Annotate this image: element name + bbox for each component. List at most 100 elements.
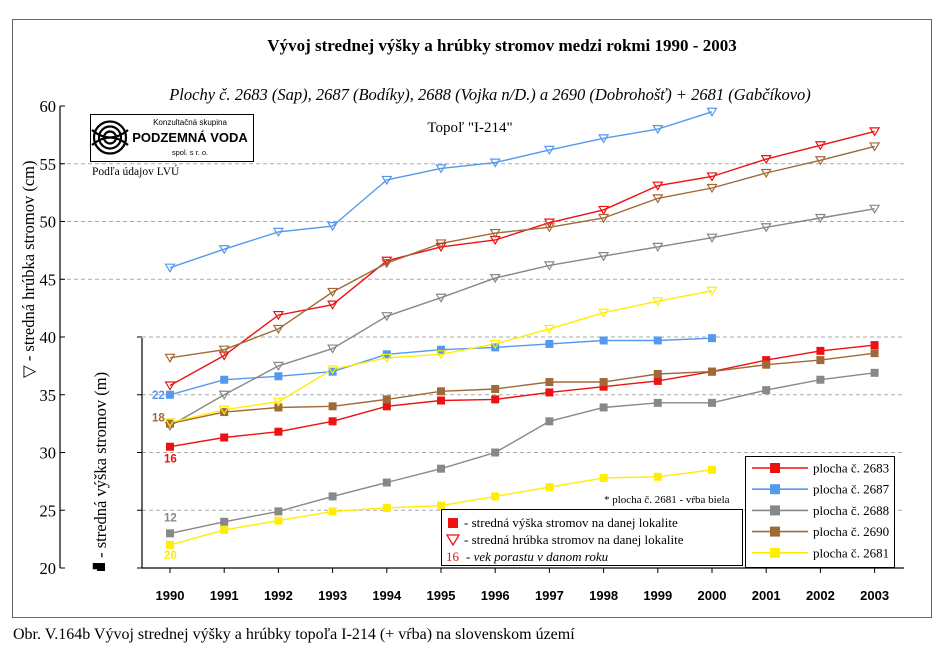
series-2683-height-point-1991 xyxy=(220,433,229,442)
series-2683-height-point-1996 xyxy=(491,395,500,404)
series-2681-diameter-point-1990 xyxy=(164,418,176,428)
y-tick-label-30: 30 xyxy=(40,444,57,463)
age-label-2688: 12 xyxy=(164,512,177,524)
x-tick-label-1995: 1995 xyxy=(427,588,456,603)
series-2683-diameter-point-2002 xyxy=(814,141,826,151)
series-2690-diameter-point-1998 xyxy=(598,213,610,224)
series-2687-height-point-2000 xyxy=(708,334,716,343)
series-2687-diameter-point-1992 xyxy=(272,227,284,238)
series-2687-height-point-1992 xyxy=(274,372,283,381)
series-2681-height-point-1994 xyxy=(382,503,391,512)
series-2688-diameter-point-1999 xyxy=(652,242,664,253)
series-2683-diameter-point-1997 xyxy=(543,218,555,228)
legend-square-icon-2683 xyxy=(770,463,780,473)
y-tick-labels: 20 25 30 35 40 45 50 55 60 xyxy=(40,97,57,578)
series-2690-height-point-1997 xyxy=(545,378,554,387)
series-2687-diameter-point-1994 xyxy=(381,175,393,186)
marker-legend: - stredná výška stromov na danej lokalit… xyxy=(441,509,743,566)
series-2683-height-point-1995 xyxy=(437,396,445,405)
series-2690-height-line xyxy=(169,352,875,425)
y-tick-label-60: 60 xyxy=(40,97,57,116)
y-tick-label-40: 40 xyxy=(40,328,57,347)
series-2687-diameter-point-1995 xyxy=(435,164,447,174)
legend-age-text: - vek porastu v danom roku xyxy=(466,549,609,564)
series-2687-height-point-1999 xyxy=(653,336,662,345)
x-tick-label-1994: 1994 xyxy=(372,588,402,603)
legend-square-icon-2688 xyxy=(770,505,780,516)
legend-label-2681: plocha č. 2681 xyxy=(813,545,889,560)
series-2690-height-point-1994 xyxy=(382,395,391,404)
series-2690-diameter-point-1990 xyxy=(164,353,176,363)
series-2687-diameter-line xyxy=(169,111,713,269)
series-2690-diameter-point-2002 xyxy=(814,156,826,166)
series-2690-height-point-2002 xyxy=(816,356,825,365)
logo-line2: PODZEMNÁ VODA xyxy=(132,130,248,145)
series-2683-diameter-point-1999 xyxy=(652,181,664,191)
series-2683-height-point-1994 xyxy=(382,402,391,411)
series-2688-diameter-point-2002 xyxy=(814,213,826,224)
series-2687-diameter-point-2000 xyxy=(706,107,718,117)
age-label-2687: 22 xyxy=(152,390,165,402)
series-2687-diameter-point-1997 xyxy=(543,145,555,156)
x-tick-label-1997: 1997 xyxy=(535,588,564,603)
series-2690-diameter-point-1997 xyxy=(543,223,555,233)
series-2681-diameter-point-1995 xyxy=(435,350,447,360)
series-2690-diameter-point-1999 xyxy=(652,194,664,204)
series-2681-diameter-point-1996 xyxy=(489,339,501,350)
series-2687-diameter-point-1993 xyxy=(327,222,339,232)
series-2690-height-point-1995 xyxy=(437,387,445,396)
legend-label-2690: plocha č. 2690 xyxy=(813,524,889,539)
series-2687-height-point-1995 xyxy=(437,345,445,354)
series-2688-diameter-point-1996 xyxy=(489,273,501,284)
legend-label-2687: plocha č. 2687 xyxy=(813,482,890,497)
series-2683-height-line xyxy=(169,344,875,448)
series-2681-height-point-1993 xyxy=(328,507,337,516)
series-2683-diameter-point-1993 xyxy=(327,300,339,310)
series-2688-height-point-1992 xyxy=(274,507,283,516)
series-2681-height-point-1990 xyxy=(166,540,174,549)
series-2688-diameter-point-2003 xyxy=(869,204,881,214)
series-2687-height-point-1997 xyxy=(545,339,554,348)
x-tick-label-1990: 1990 xyxy=(156,588,185,603)
series-2681-height-point-1991 xyxy=(220,525,229,534)
x-tick-label-1992: 1992 xyxy=(264,588,293,603)
y-tick-label-50: 50 xyxy=(40,213,57,232)
series-2681-height-point-1999 xyxy=(653,472,662,481)
series-2690-diameter-point-2001 xyxy=(760,168,772,179)
series-2688-diameter-point-2001 xyxy=(760,223,772,233)
series-2687-diameter-point-1991 xyxy=(218,245,230,255)
series-2690-height-point-2001 xyxy=(762,360,771,369)
series-2687-diameter-point-1998 xyxy=(598,134,610,144)
logo: Konzultačná skupina PODZEMNÁ VODA spol. … xyxy=(90,114,254,162)
x-tick-label-1999: 1999 xyxy=(643,588,672,603)
frame xyxy=(12,19,932,618)
series-2690-diameter-point-1992 xyxy=(272,324,284,335)
series-2688-diameter-point-1992 xyxy=(272,361,284,372)
series-2690-diameter-point-1995 xyxy=(435,239,447,249)
series-2688-diameter-point-1994 xyxy=(381,312,393,322)
series-2690-height-point-2003 xyxy=(870,349,879,358)
y-tick-label-55: 55 xyxy=(40,155,57,174)
series-2681-diameter-point-2000 xyxy=(706,286,718,296)
series-2683-diameter-point-1998 xyxy=(598,205,610,216)
series-2688-height-point-1991 xyxy=(220,517,229,526)
series-2681-height-point-1998 xyxy=(599,473,608,482)
x-tick-label-1996: 1996 xyxy=(481,588,510,603)
y-tick-label-25: 25 xyxy=(40,501,57,520)
series-2681-diameter-point-1992 xyxy=(272,397,284,407)
chart-title: Vývoj strednej výšky a hrúbky stromov me… xyxy=(267,36,736,55)
series-2683-diameter-point-2003 xyxy=(869,127,881,137)
series-2688-height-point-1993 xyxy=(328,492,337,501)
series-2683-height-point-2002 xyxy=(816,346,825,355)
series-2683-height-point-2003 xyxy=(870,341,879,350)
species-label: Topoľ "I-214" xyxy=(427,120,512,136)
series-2683-height-point-1998 xyxy=(599,382,608,391)
legend-diameter-triangle-icon xyxy=(445,534,461,547)
y-tick-label-20: 20 xyxy=(40,559,57,578)
series-2688-height-point-2001 xyxy=(762,386,771,395)
series-2688-diameter-point-2000 xyxy=(706,233,718,243)
series-2688-height-point-1994 xyxy=(382,478,391,487)
y-tick-label-35: 35 xyxy=(40,386,57,405)
legend-age-number: 16 xyxy=(446,549,460,564)
y-axis-label-diameter: ▽ - stredná hrúbka stromov (cm) xyxy=(19,160,38,378)
